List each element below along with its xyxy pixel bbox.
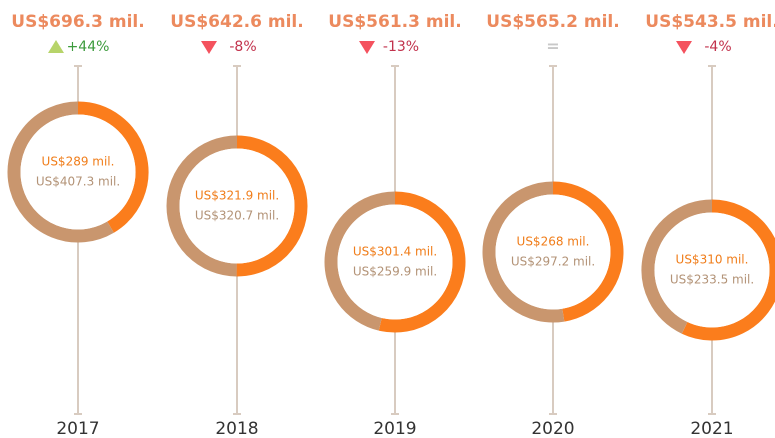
total-label: US$561.3 mil. bbox=[328, 12, 461, 32]
year-label: 2019 bbox=[373, 419, 416, 438]
change-label: -4% bbox=[704, 39, 731, 55]
donut-value-label: US$320.7 mil. bbox=[195, 209, 279, 223]
change-arrow bbox=[48, 40, 64, 53]
change-label: -13% bbox=[383, 39, 419, 55]
donut-segment bbox=[378, 191, 466, 333]
donut-value-label: US$301.4 mil. bbox=[353, 245, 437, 259]
change-arrow bbox=[359, 41, 375, 54]
donut-segment bbox=[77, 101, 149, 233]
year-label: 2017 bbox=[56, 419, 99, 438]
donut-value-label: US$297.2 mil. bbox=[511, 255, 595, 269]
change-label: = bbox=[546, 37, 559, 56]
year-label: 2018 bbox=[215, 419, 258, 438]
change-arrow bbox=[676, 41, 692, 54]
donut-segment bbox=[641, 199, 713, 334]
change-label: +44% bbox=[67, 39, 110, 55]
donut-value-label: US$259.9 mil. bbox=[353, 265, 437, 279]
donut-segment bbox=[236, 135, 308, 277]
donut-hole bbox=[337, 204, 453, 320]
donut-value-label: US$407.3 mil. bbox=[36, 175, 120, 189]
donut-value-label: US$289 mil. bbox=[42, 155, 115, 169]
donut-hole bbox=[495, 194, 611, 310]
donut-value-label: US$310 mil. bbox=[676, 253, 749, 267]
donut-value-label: US$321.9 mil. bbox=[195, 189, 279, 203]
change-arrow bbox=[201, 41, 217, 54]
donut-segment bbox=[552, 181, 624, 322]
total-label: US$543.5 mil. bbox=[645, 12, 775, 32]
year-label: 2021 bbox=[690, 419, 733, 438]
donut-value-label: US$233.5 mil. bbox=[670, 273, 754, 287]
year-label: 2020 bbox=[531, 419, 574, 438]
total-label: US$696.3 mil. bbox=[11, 12, 144, 32]
donut-hole bbox=[654, 212, 770, 328]
donut-hole bbox=[20, 114, 136, 230]
total-label: US$642.6 mil. bbox=[170, 12, 303, 32]
donut-hole bbox=[179, 148, 295, 264]
donut-segment bbox=[166, 135, 238, 277]
donut-segment bbox=[7, 101, 114, 243]
donut-value-label: US$268 mil. bbox=[517, 235, 590, 249]
change-label: -8% bbox=[229, 39, 256, 55]
donut-segment bbox=[681, 199, 775, 341]
donut-segment bbox=[482, 181, 565, 323]
donut-segment bbox=[324, 191, 396, 331]
total-label: US$565.2 mil. bbox=[486, 12, 619, 32]
